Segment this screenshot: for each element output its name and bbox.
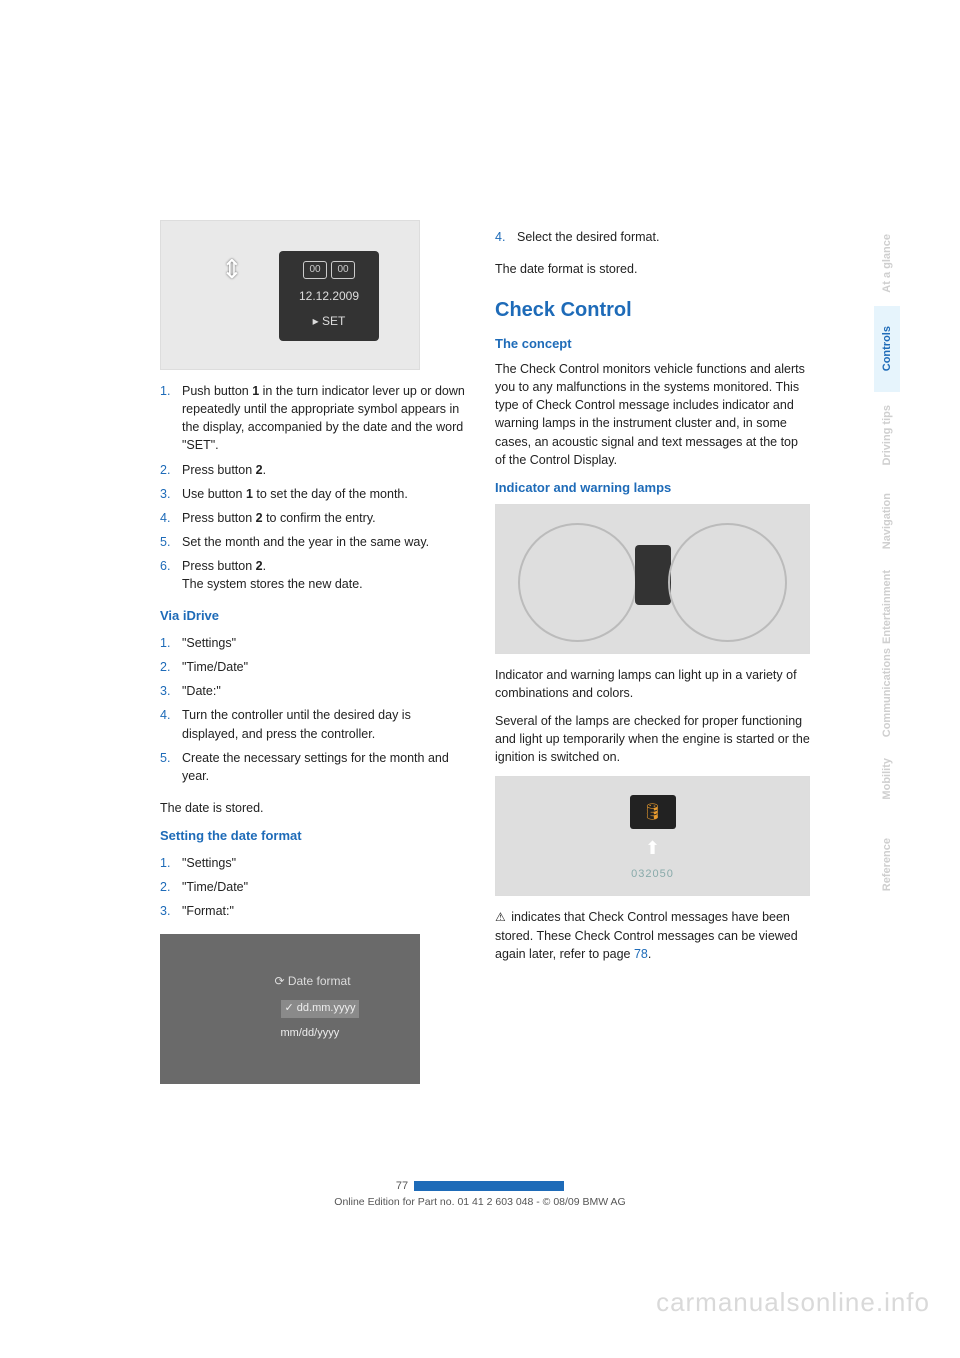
list-item: 1."Settings" bbox=[160, 854, 465, 872]
side-tabs: At a glance Controls Driving tips Naviga… bbox=[874, 220, 900, 908]
list-item: 4.Press button 2 to confirm the entry. bbox=[160, 509, 465, 527]
figure-lever-display: ⇕ 0000 12.12.2009 ▸ SET bbox=[160, 220, 420, 370]
steps-format-cont: 4.Select the desired format. bbox=[495, 228, 810, 246]
right-column: 4.Select the desired format. The date fo… bbox=[495, 220, 810, 1096]
steps-idrive: 1."Settings" 2."Time/Date" 3."Date:" 4.T… bbox=[160, 634, 465, 785]
page-link[interactable]: 78 bbox=[634, 947, 648, 961]
list-item: 3."Date:" bbox=[160, 682, 465, 700]
up-arrow-icon: ⬆ bbox=[645, 835, 660, 861]
indicator-paragraph-1: Indicator and warning lamps can light up… bbox=[495, 666, 810, 702]
list-item: 1.Push button 1 in the turn indicator le… bbox=[160, 382, 465, 455]
heading-date-format: Setting the date format bbox=[160, 827, 465, 846]
list-item: 1."Settings" bbox=[160, 634, 465, 652]
format-header: ⟳ Date format bbox=[274, 973, 350, 990]
heading-via-idrive: Via iDrive bbox=[160, 607, 465, 626]
list-item: 4.Select the desired format. bbox=[495, 228, 810, 246]
tab-navigation[interactable]: Navigation bbox=[874, 478, 900, 564]
arrow-icon: ⇕ bbox=[221, 251, 243, 289]
format-stored-text: The date format is stored. bbox=[495, 260, 810, 278]
display-set: ▸ SET bbox=[313, 313, 346, 330]
display-date: 12.12.2009 bbox=[299, 288, 359, 305]
list-item: 4.Turn the controller until the desired … bbox=[160, 706, 465, 742]
date-stored-text: The date is stored. bbox=[160, 799, 465, 817]
heading-check-control: Check Control bbox=[495, 296, 810, 325]
page-footer: 77 Online Edition for Part no. 01 41 2 6… bbox=[0, 1180, 960, 1208]
list-item: 5.Create the necessary settings for the … bbox=[160, 749, 465, 785]
tab-driving-tips[interactable]: Driving tips bbox=[874, 392, 900, 478]
page-number: 77 bbox=[396, 1180, 408, 1192]
tab-mobility[interactable]: Mobility bbox=[874, 736, 900, 822]
format-option-selected: ✓ dd.mm.yyyy bbox=[281, 1000, 360, 1018]
figure-cluster-warning: 🛢 ⬆ 032050 bbox=[495, 776, 810, 896]
figure-date-format-screen: ⟳ Date format ✓ dd.mm.yyyy mm/dd/yyyy bbox=[160, 934, 420, 1084]
steps-format: 1."Settings" 2."Time/Date" 3."Format:" bbox=[160, 854, 465, 920]
tab-controls[interactable]: Controls bbox=[874, 306, 900, 392]
figure-instrument-gauges bbox=[495, 504, 810, 654]
odometer-value: 032050 bbox=[631, 867, 674, 883]
list-item: 2.Press button 2. bbox=[160, 461, 465, 479]
footer-bar bbox=[414, 1181, 564, 1191]
list-item: 3.Use button 1 to set the day of the mon… bbox=[160, 485, 465, 503]
list-item: 6.Press button 2.The system stores the n… bbox=[160, 557, 465, 593]
list-item: 2."Time/Date" bbox=[160, 658, 465, 676]
oil-warning-icon: 🛢 bbox=[630, 795, 676, 829]
center-display-icon bbox=[635, 545, 671, 605]
concept-paragraph: The Check Control monitors vehicle funct… bbox=[495, 360, 810, 469]
list-item: 5.Set the month and the year in the same… bbox=[160, 533, 465, 551]
tab-communications[interactable]: Communications bbox=[874, 650, 900, 736]
tab-at-a-glance[interactable]: At a glance bbox=[874, 220, 900, 306]
display-panel: 0000 12.12.2009 ▸ SET bbox=[279, 251, 379, 341]
tab-entertainment[interactable]: Entertainment bbox=[874, 564, 900, 650]
format-option: mm/dd/yyyy bbox=[281, 1026, 360, 1042]
left-column: ⇕ 0000 12.12.2009 ▸ SET 1.Push button 1 … bbox=[160, 220, 465, 1096]
watermark: carmanualsonline.info bbox=[656, 1287, 930, 1318]
footer-line: Online Edition for Part no. 01 41 2 603 … bbox=[0, 1196, 960, 1208]
indicator-paragraph-2: Several of the lamps are checked for pro… bbox=[495, 712, 810, 766]
list-item: 2."Time/Date" bbox=[160, 878, 465, 896]
tab-reference[interactable]: Reference bbox=[874, 822, 900, 908]
heading-concept: The concept bbox=[495, 335, 810, 354]
warning-triangle-icon: ⚠ bbox=[495, 909, 506, 926]
warning-paragraph: ⚠ indicates that Check Control messages … bbox=[495, 908, 810, 963]
heading-indicator-lamps: Indicator and warning lamps bbox=[495, 479, 810, 498]
steps-set-date: 1.Push button 1 in the turn indicator le… bbox=[160, 382, 465, 593]
list-item: 3."Format:" bbox=[160, 902, 465, 920]
